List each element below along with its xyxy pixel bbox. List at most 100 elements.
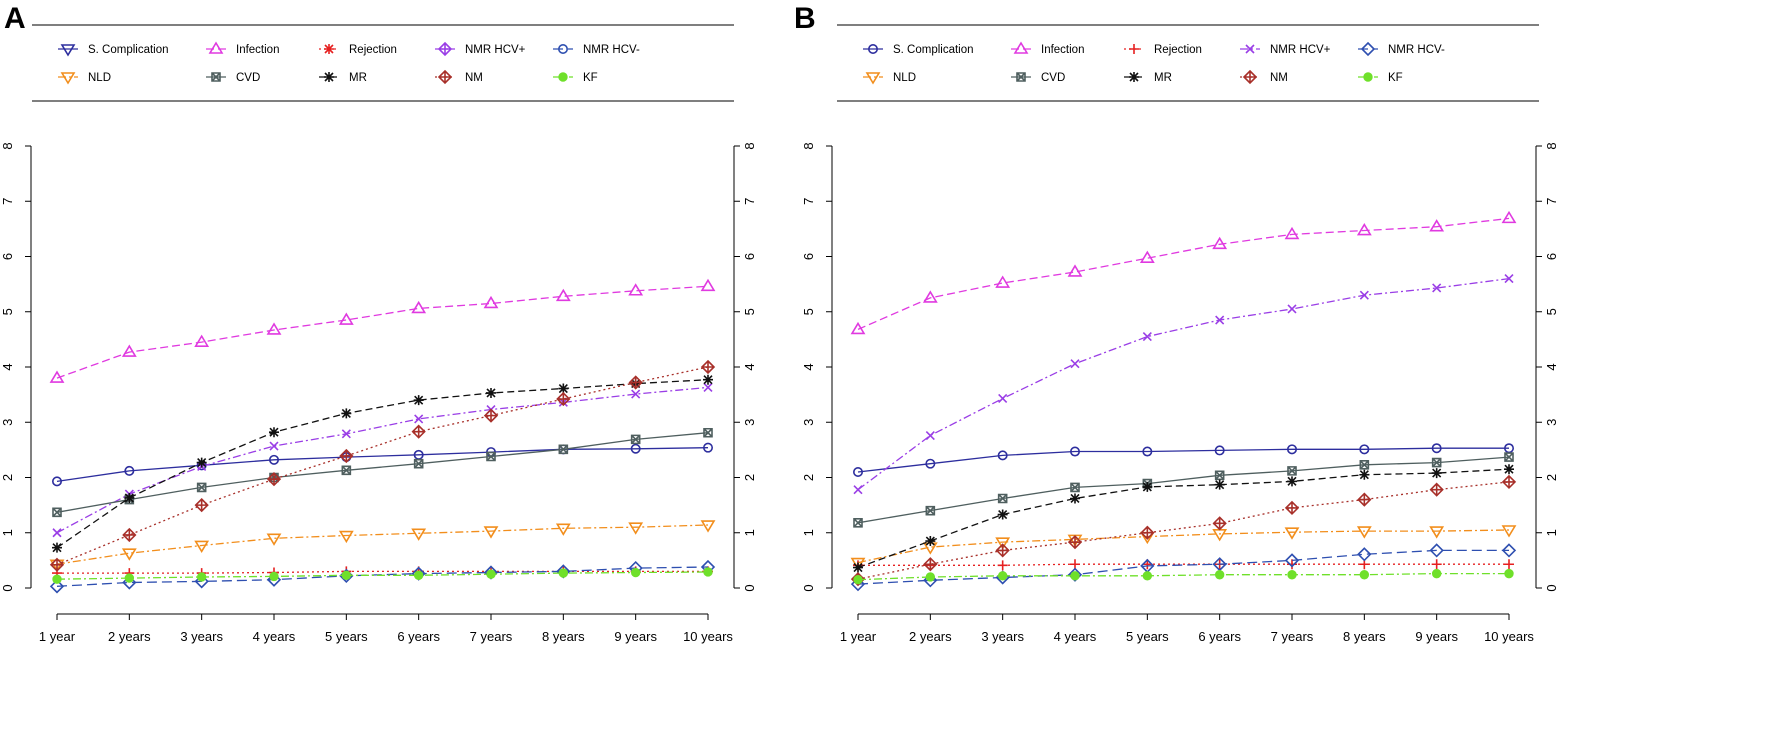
legend-item: CVD	[1011, 72, 1065, 84]
y-tick-label-left: 8	[801, 142, 816, 149]
x-tick-label: 7 years	[470, 629, 513, 644]
x-tick-label: 10 years	[1484, 629, 1534, 644]
legend-marker	[867, 43, 878, 54]
panel-B: B S. Complication Infection Rejection NMR HC…	[794, 2, 1559, 644]
data-point	[1431, 443, 1442, 454]
y-tick-label-right: 4	[1544, 363, 1559, 370]
data-point	[1287, 476, 1297, 487]
x-tick-label: 5 years	[1126, 629, 1169, 644]
y-tick-label-left: 2	[801, 474, 816, 481]
data-point	[1501, 525, 1517, 538]
legend-item: NM	[435, 69, 483, 85]
data-point	[1067, 567, 1083, 582]
legend-item: S. Complication	[863, 43, 974, 56]
data-point	[925, 536, 936, 547]
data-point	[266, 472, 282, 487]
y-tick-label-right: 0	[742, 584, 757, 591]
data-point	[268, 454, 279, 465]
series-line	[857, 468, 1510, 569]
y-tick-label-left: 6	[801, 253, 816, 260]
legend-marker	[324, 44, 334, 54]
legend-item: NLD	[863, 72, 916, 85]
data-point	[628, 375, 643, 390]
legend-label: Infection	[236, 44, 279, 56]
data-point	[1142, 332, 1152, 342]
legend-marker	[60, 44, 76, 57]
axes: 0 0 1 1 2 2 3 3 4 4 5 5 6 6 7 7 8 8 1 year 2 years 3 years 4 …	[801, 142, 1559, 644]
y-tick-label-right: 6	[1544, 253, 1559, 260]
data-point	[338, 530, 354, 544]
data-point	[486, 451, 496, 462]
y-tick-label-left: 4	[801, 363, 816, 370]
y-tick-label-right: 7	[1544, 198, 1559, 205]
data-point	[124, 573, 135, 583]
x-tick-label: 10 years	[683, 629, 733, 644]
data-point	[995, 275, 1011, 288]
legend-label: Rejection	[349, 44, 397, 56]
data-point	[1212, 529, 1228, 542]
x-tick-label: 6 years	[397, 629, 440, 644]
data-point	[853, 485, 863, 495]
y-tick-label-left: 8	[0, 142, 15, 149]
data-point	[269, 441, 279, 451]
y-tick-label-left: 3	[0, 419, 15, 426]
data-point	[413, 570, 424, 580]
x-tick-label: 3 years	[180, 629, 223, 644]
legend-marker	[1129, 44, 1139, 54]
legend-marker	[437, 69, 453, 85]
data-point	[1504, 452, 1514, 462]
x-tick-label: 1 year	[39, 629, 76, 644]
y-tick-label-left: 0	[0, 584, 15, 591]
legend-label: CVD	[236, 72, 260, 84]
data-point	[1284, 553, 1300, 568]
data-point	[555, 288, 571, 302]
panel-letter: B	[794, 2, 816, 35]
series-nm	[850, 474, 1517, 587]
legend-item: KF	[553, 72, 598, 84]
data-point	[1432, 283, 1442, 293]
data-point	[194, 497, 209, 513]
data-point	[853, 562, 863, 573]
series-line	[56, 524, 709, 565]
series-line	[56, 432, 709, 513]
legend-label: NMR HCV+	[1270, 44, 1331, 56]
data-point	[700, 278, 716, 292]
data-point	[51, 476, 62, 487]
data-point	[703, 374, 713, 385]
data-point	[997, 560, 1008, 571]
series-line	[857, 481, 1510, 580]
data-point	[1287, 466, 1297, 476]
legend-item: Rejection	[1124, 44, 1202, 56]
data-point	[922, 290, 938, 303]
data-point	[1215, 315, 1225, 325]
data-point	[630, 443, 641, 454]
data-point	[1214, 479, 1225, 490]
y-tick-label-right: 0	[1544, 584, 1559, 591]
legend-item: NMR HCV+	[435, 41, 526, 57]
y-tick-label-left: 5	[0, 308, 15, 315]
legend-item: NM	[1240, 69, 1288, 85]
data-point	[628, 522, 644, 535]
series-rejection	[853, 559, 1514, 571]
y-tick-label-left: 1	[0, 529, 15, 536]
series-line	[56, 566, 709, 587]
series-line	[857, 447, 1509, 473]
data-point	[853, 575, 863, 585]
legend-label: MR	[349, 72, 367, 84]
data-point	[925, 430, 935, 441]
data-point	[194, 334, 210, 347]
data-point	[1212, 236, 1228, 250]
data-point	[341, 465, 352, 476]
data-point	[923, 557, 938, 572]
panel-letter: A	[4, 2, 26, 35]
data-point	[341, 429, 351, 439]
data-point	[341, 570, 352, 580]
series-line	[56, 386, 709, 534]
data-point	[49, 579, 65, 594]
data-point	[1067, 264, 1083, 277]
x-tick-label: 8 years	[542, 629, 585, 644]
y-tick-label-left: 3	[801, 419, 816, 426]
series-infection	[49, 278, 716, 383]
legend-item: KF	[1358, 72, 1403, 84]
data-point	[1429, 543, 1444, 558]
